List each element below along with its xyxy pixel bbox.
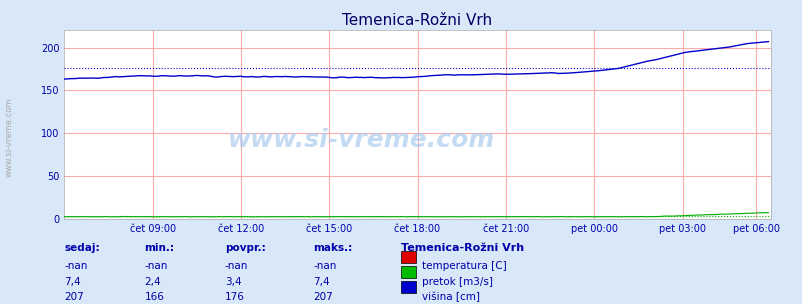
Text: 176: 176 (225, 292, 245, 302)
Title: Temenica-Rožni Vrh: Temenica-Rožni Vrh (342, 13, 492, 28)
Text: pretok [m3/s]: pretok [m3/s] (421, 277, 492, 287)
Text: Temenica-Rožni Vrh: Temenica-Rožni Vrh (401, 243, 524, 253)
Text: -nan: -nan (144, 261, 168, 271)
Text: višina [cm]: višina [cm] (421, 292, 479, 302)
Text: 166: 166 (144, 292, 164, 302)
Text: temperatura [C]: temperatura [C] (421, 261, 506, 271)
Text: -nan: -nan (64, 261, 87, 271)
Text: 7,4: 7,4 (64, 277, 81, 287)
Text: min.:: min.: (144, 243, 174, 253)
Text: 207: 207 (64, 292, 84, 302)
Text: 207: 207 (313, 292, 333, 302)
Text: 2,4: 2,4 (144, 277, 161, 287)
Text: 7,4: 7,4 (313, 277, 330, 287)
Text: 3,4: 3,4 (225, 277, 241, 287)
Text: www.si-vreme.com: www.si-vreme.com (227, 128, 494, 152)
Text: www.si-vreme.com: www.si-vreme.com (5, 97, 14, 177)
Text: -nan: -nan (225, 261, 248, 271)
Text: povpr.:: povpr.: (225, 243, 265, 253)
Text: -nan: -nan (313, 261, 336, 271)
Text: maks.:: maks.: (313, 243, 352, 253)
Text: sedaj:: sedaj: (64, 243, 99, 253)
